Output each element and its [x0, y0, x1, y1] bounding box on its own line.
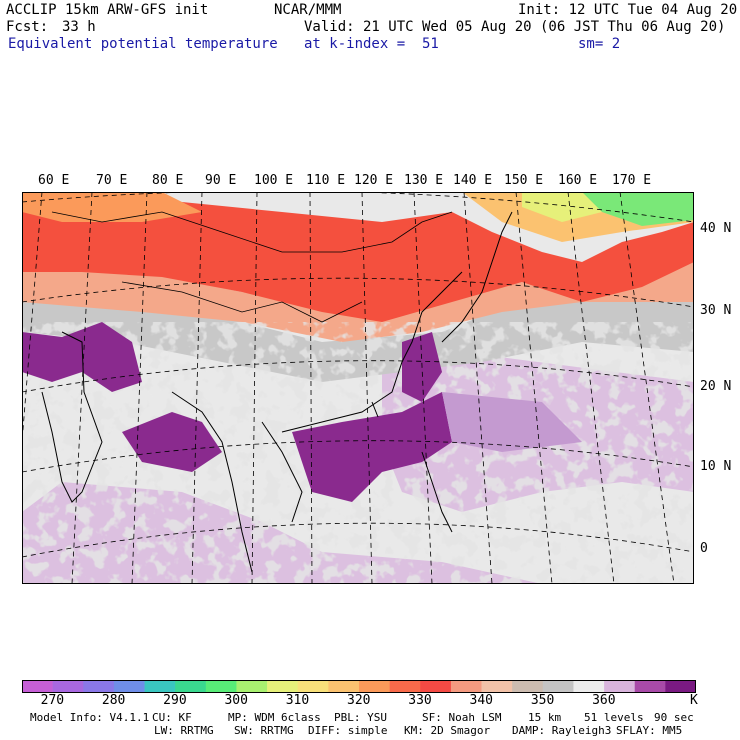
model-info-item: MP: WDM 6class: [228, 711, 321, 724]
model-info-item: DIFF: simple: [308, 724, 388, 737]
purple-india: [22, 322, 142, 392]
colorbar-tick-label: 320: [347, 693, 371, 708]
forecast-hour: 33 h: [62, 19, 96, 35]
colorbar-cell: [83, 680, 115, 693]
lat-label: 30 N: [700, 303, 732, 318]
model-info-item: KM: 2D Smagor: [404, 724, 491, 737]
colorbar-cell: [512, 680, 544, 693]
purple-bay-of-bengal: [122, 412, 222, 472]
colorbar-tick-label: 360: [592, 693, 616, 708]
high-theta-band: [22, 202, 694, 322]
graticule: [22, 192, 694, 584]
colorbar-cell: [420, 680, 452, 693]
purple-south-china-sea: [292, 392, 452, 502]
lon-label: 150 E: [504, 173, 544, 188]
valid-time: Valid: 21 UTC Wed 05 Aug 20 (06 JST Thu …: [304, 19, 726, 35]
orange-patch: [22, 192, 202, 222]
yellow-region: [522, 192, 602, 222]
colorbar-cell: [236, 680, 268, 693]
coastline-philippines: [371, 401, 453, 533]
colorbar-cell: [267, 680, 299, 693]
model-info-item: SFLAY: MM5: [616, 724, 683, 737]
colorbar-cell: [634, 680, 666, 693]
model-info-item: PBL: YSU: [334, 711, 387, 724]
model-info-item: SF: Noah LSM: [422, 711, 502, 724]
colorbar-cell: [604, 680, 636, 693]
level-index: at k-index = 51: [304, 36, 439, 52]
model-info-item: DAMP: Rayleigh3: [512, 724, 612, 737]
model-info-item: CU: KF: [152, 711, 192, 724]
lon-label: 160 E: [558, 173, 598, 188]
light-purple-region: [442, 392, 582, 452]
lat-label: 10 N: [700, 459, 732, 474]
model-info-item: LW: RRTMG: [154, 724, 214, 737]
model-info-item: 15 km: [528, 711, 562, 724]
lon-label: 140 E: [453, 173, 493, 188]
colorbar-tick-label: 270: [40, 693, 65, 708]
colorbar-cell: [665, 680, 696, 693]
colorbar-cell: [481, 680, 513, 693]
organization-label: NCAR/MMM: [274, 2, 342, 18]
colorbar-tick-label: 330: [408, 693, 432, 708]
colorbar-cell: [113, 680, 145, 693]
colorbar-cell: [328, 680, 360, 693]
colorbar-cell: [542, 680, 574, 693]
colorbar-tick-label: 290: [163, 693, 187, 708]
init-time: Init: 12 UTC Tue 04 Aug 20: [518, 2, 738, 18]
green-region: [582, 192, 694, 226]
colorbar-cell: [175, 680, 207, 693]
colorbar-cell: [205, 680, 237, 693]
colorbar-tick-label: 350: [530, 693, 555, 708]
model-info-item: Model Info: V4.1.1: [30, 711, 150, 724]
lat-label: 40 N: [700, 221, 732, 236]
lat-label: 0: [700, 541, 708, 556]
coastline-japan: [441, 211, 513, 343]
colorbar-cell: [297, 680, 329, 693]
smoothing-value: sm= 2: [578, 36, 621, 52]
lon-label: 70 E: [96, 173, 128, 188]
colorbar-tick-label: 340: [469, 693, 494, 708]
colorbar-tick-label: 310: [285, 693, 310, 708]
colorbar-cell: [573, 680, 605, 693]
coastline-india: [41, 331, 103, 503]
lon-label: 100 E: [254, 173, 294, 188]
colorbar-cell: [359, 680, 390, 693]
field-name: Equivalent potential temperature: [8, 36, 278, 52]
colorbar: [22, 680, 696, 693]
model-info-item: SW: RRTMG: [234, 724, 294, 737]
colorbar-cell: [144, 680, 176, 693]
colorbar-cell: [22, 680, 53, 693]
lon-label: 60 E: [38, 173, 70, 188]
lon-label: 120 E: [354, 173, 394, 188]
lon-label: 110 E: [306, 173, 346, 188]
coastline-china: [281, 271, 463, 433]
borders: [51, 211, 453, 323]
model-info-item: 51 levels: [584, 711, 644, 724]
lon-label: 130 E: [404, 173, 444, 188]
colorbar-tick-label: 280: [101, 693, 126, 708]
colorbar-cell: [389, 680, 421, 693]
lon-label: 170 E: [612, 173, 652, 188]
model-info-item: 90 sec: [654, 711, 694, 724]
theta-e-map: [22, 192, 694, 584]
lat-label: 20 N: [700, 379, 732, 394]
colorbar-cell: [450, 680, 482, 693]
forecast-label: Fcst:: [6, 19, 49, 35]
map-frame: [22, 192, 694, 584]
colorbar-cell: [52, 680, 84, 693]
colorbar-tick-label: 300: [224, 693, 248, 708]
model-title: ACCLIP 15km ARW-GFS init: [6, 2, 209, 18]
lon-label: 90 E: [205, 173, 237, 188]
lon-label: 80 E: [152, 173, 184, 188]
colorbar-unit: K: [690, 693, 698, 708]
coastline-southeast-asia: [171, 391, 303, 573]
